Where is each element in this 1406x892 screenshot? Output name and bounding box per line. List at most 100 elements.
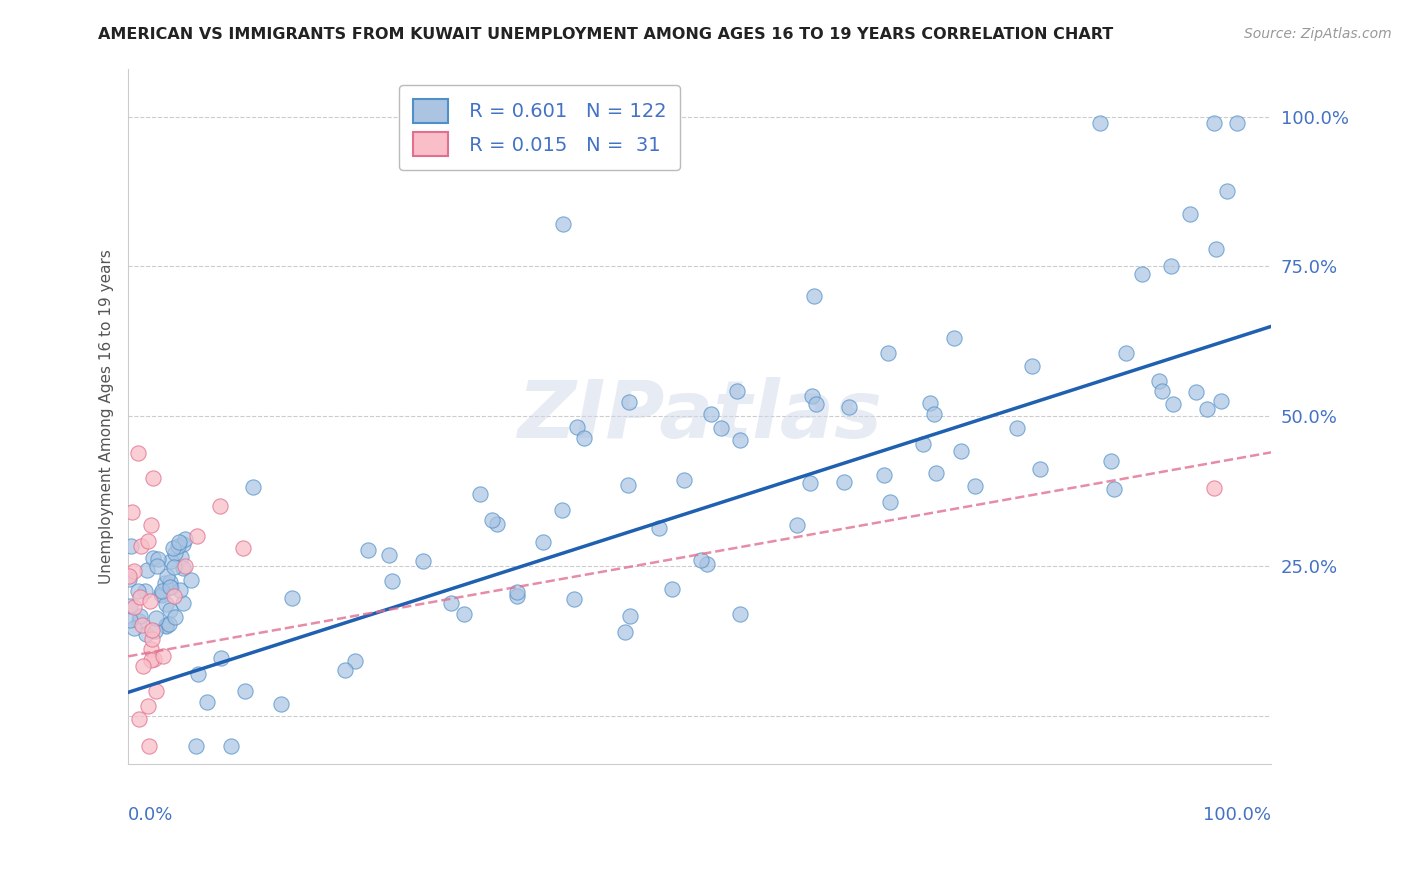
- Point: [139, 642, 162, 657]
- Point: [138, 739, 160, 753]
- Point: [617, 478, 640, 492]
- Point: [142, 652, 165, 666]
- Point: [453, 607, 475, 622]
- Point: [150, 588, 173, 602]
- Point: [139, 594, 162, 608]
- Point: [786, 517, 808, 532]
- Point: [159, 580, 181, 594]
- Point: [1161, 397, 1184, 411]
- Point: [572, 431, 595, 445]
- Point: [877, 346, 900, 360]
- Text: Source: ZipAtlas.com: Source: ZipAtlas.com: [1244, 27, 1392, 41]
- Point: [231, 541, 253, 556]
- Point: [155, 618, 177, 632]
- Point: [120, 539, 142, 553]
- Point: [118, 572, 141, 586]
- Point: [700, 408, 723, 422]
- Text: ZIPatlas: ZIPatlas: [517, 377, 882, 456]
- Point: [728, 433, 751, 447]
- Point: [148, 551, 170, 566]
- Point: [143, 624, 166, 638]
- Point: [803, 289, 825, 303]
- Point: [136, 534, 159, 549]
- Point: [163, 546, 186, 560]
- Point: [710, 421, 733, 435]
- Point: [911, 437, 934, 451]
- Point: [129, 609, 152, 624]
- Point: [1185, 384, 1208, 399]
- Point: [799, 475, 821, 490]
- Point: [470, 487, 492, 501]
- Point: [139, 517, 162, 532]
- Point: [1130, 267, 1153, 281]
- Point: [1180, 206, 1202, 220]
- Point: [163, 590, 186, 604]
- Point: [180, 573, 202, 587]
- Point: [1202, 115, 1225, 129]
- Point: [160, 580, 183, 594]
- Point: [242, 480, 264, 494]
- Point: [141, 632, 163, 646]
- Point: [145, 684, 167, 698]
- Point: [1021, 359, 1043, 373]
- Point: [804, 397, 827, 411]
- Point: [162, 541, 184, 556]
- Point: [118, 613, 141, 627]
- Point: [801, 389, 824, 403]
- Point: [153, 576, 176, 591]
- Point: [195, 695, 218, 709]
- Point: [648, 520, 671, 534]
- Point: [619, 608, 641, 623]
- Point: [481, 513, 503, 527]
- Point: [157, 617, 180, 632]
- Point: [922, 408, 945, 422]
- Text: 0.0%: 0.0%: [128, 806, 173, 824]
- Point: [160, 554, 183, 568]
- Point: [142, 551, 165, 566]
- Point: [131, 618, 153, 632]
- Point: [187, 667, 209, 681]
- Point: [127, 583, 149, 598]
- Point: [172, 537, 194, 551]
- Point: [172, 560, 194, 574]
- Point: [1115, 346, 1137, 360]
- Point: [128, 712, 150, 726]
- Point: [879, 495, 901, 509]
- Point: [233, 683, 256, 698]
- Point: [1102, 482, 1125, 496]
- Point: [672, 473, 695, 487]
- Point: [134, 584, 156, 599]
- Point: [174, 559, 197, 574]
- Point: [121, 505, 143, 519]
- Point: [127, 445, 149, 459]
- Point: [1205, 242, 1227, 256]
- Point: [159, 603, 181, 617]
- Point: [949, 444, 972, 458]
- Point: [159, 575, 181, 590]
- Point: [167, 539, 190, 553]
- Point: [551, 218, 574, 232]
- Point: [333, 664, 356, 678]
- Point: [696, 558, 718, 572]
- Point: [155, 619, 177, 633]
- Point: [486, 517, 509, 532]
- Point: [142, 471, 165, 485]
- Point: [440, 595, 463, 609]
- Point: [1226, 115, 1249, 129]
- Point: [186, 529, 208, 543]
- Point: [169, 535, 191, 549]
- Point: [129, 590, 152, 604]
- Point: [128, 614, 150, 628]
- Point: [122, 564, 145, 578]
- Point: [186, 739, 208, 754]
- Point: [152, 649, 174, 664]
- Point: [1099, 454, 1122, 468]
- Point: [614, 624, 637, 639]
- Point: [873, 467, 896, 482]
- Point: [728, 607, 751, 622]
- Point: [135, 627, 157, 641]
- Point: [122, 599, 145, 614]
- Point: [661, 582, 683, 596]
- Text: 100.0%: 100.0%: [1204, 806, 1271, 824]
- Point: [412, 554, 434, 568]
